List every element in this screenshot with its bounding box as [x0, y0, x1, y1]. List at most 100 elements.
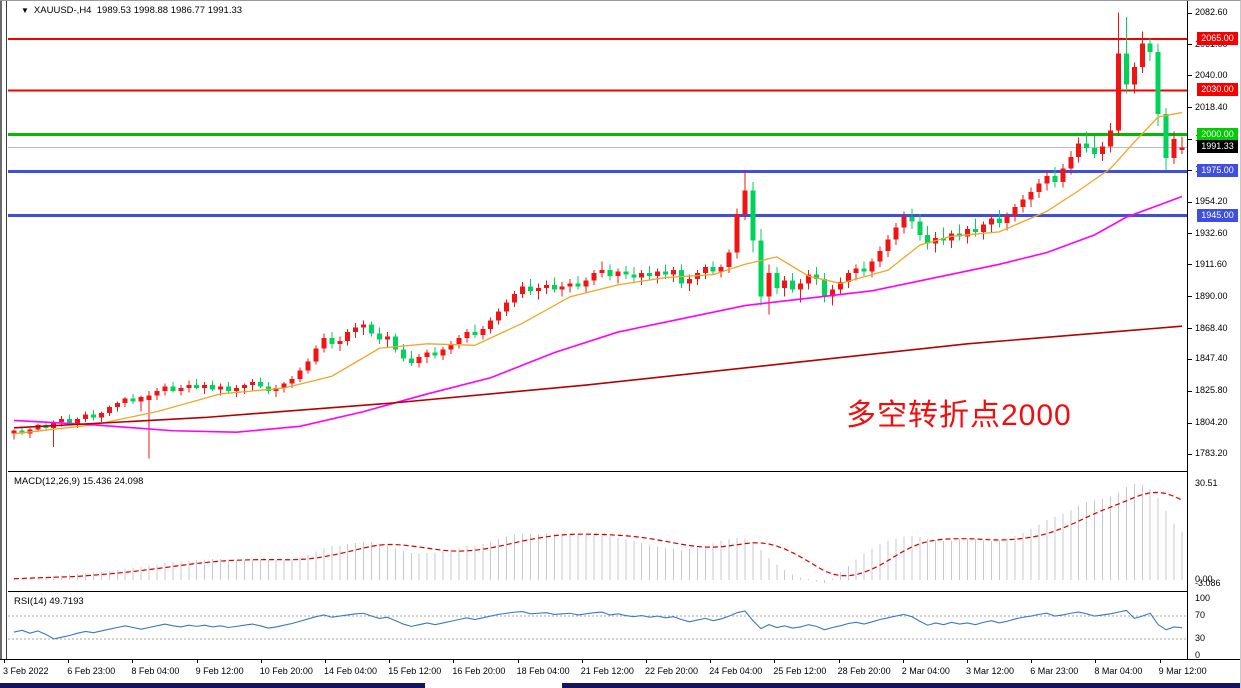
- price-tick: [1188, 75, 1192, 76]
- time-tick: [325, 660, 326, 663]
- open-value: 1989.53: [96, 5, 132, 16]
- price-tick-label: 1847.40: [1195, 353, 1228, 363]
- price-tick: [1188, 328, 1192, 329]
- symbol-label: XAUUSD-,H4: [33, 5, 92, 16]
- time-tick: [1159, 660, 1161, 663]
- low-value: 1986.77: [170, 5, 206, 16]
- window-left-border: [0, 1, 2, 682]
- time-tick: [132, 660, 134, 663]
- rsi-indicator-panel[interactable]: RSI(14) 49.7193: [8, 591, 1187, 659]
- time-tick: [4, 660, 5, 663]
- time-tick: [902, 660, 904, 663]
- price-tick: [1188, 264, 1192, 265]
- macd-indicator-panel[interactable]: MACD(12,26,9) 15.436 24.098: [8, 471, 1187, 591]
- time-label: 15 Feb 12:00: [388, 666, 442, 676]
- time-label: 8 Mar 04:00: [1094, 666, 1143, 676]
- rsi-scale-label: 30: [1195, 632, 1206, 643]
- price-tick-label: 2082.60: [1195, 7, 1228, 17]
- time-label: 22 Feb 20:00: [645, 666, 699, 676]
- price-tick: [1188, 170, 1192, 171]
- price-badge: 2030.00: [1197, 83, 1238, 96]
- time-label: 9 Feb 12:00: [195, 666, 244, 676]
- rsi-scale-label: 0: [1195, 650, 1201, 660]
- high-value: 1998.88: [133, 5, 169, 16]
- price-tick: [1188, 454, 1192, 455]
- scrollbar-segment[interactable]: [425, 683, 562, 688]
- price-tick: [1188, 423, 1192, 424]
- time-label: 24 Feb 04:00: [709, 666, 763, 676]
- time-label: 9 Mar 12:00: [1158, 666, 1207, 676]
- time-label: 6 Mar 23:00: [1030, 666, 1079, 676]
- time-tick: [581, 660, 583, 663]
- close-value: 1991.33: [207, 5, 243, 16]
- time-tick: [774, 660, 776, 663]
- price-scale-divider: [1187, 1, 1188, 659]
- price-badge: 2000.00: [1197, 128, 1238, 141]
- time-tick: [967, 660, 968, 663]
- symbol-info-line: ▼ XAUUSD-,H4 1989.53 1998.88 1986.77 1991…: [21, 5, 242, 16]
- price-tick-label: 1932.60: [1195, 228, 1228, 238]
- rsi-scale-label: 70: [1195, 610, 1206, 621]
- time-tick: [1095, 660, 1097, 663]
- chevron-down-icon[interactable]: ▼: [21, 6, 29, 15]
- price-badge: 1991.33: [1197, 140, 1238, 153]
- time-label: 3 Mar 12:00: [966, 666, 1015, 676]
- price-tick-label: 1911.60: [1195, 259, 1227, 269]
- horizontal-scrollbar[interactable]: [0, 682, 1240, 688]
- price-chart-panel[interactable]: ▼ XAUUSD-,H4 1989.53 1998.88 1986.77 1991…: [8, 1, 1187, 471]
- price-tick-label: 1783.20: [1195, 448, 1228, 458]
- price-badge: 1975.00: [1197, 164, 1238, 177]
- price-badge: 2065.00: [1197, 32, 1238, 45]
- time-label: 2 Mar 04:00: [901, 666, 950, 676]
- macd-plot: [13, 484, 1183, 584]
- time-tick: [710, 660, 712, 663]
- time-label: 3 Feb 2022: [3, 666, 49, 676]
- price-tick: [1188, 202, 1192, 203]
- price-tick: [1188, 107, 1192, 108]
- scrollbar-segment[interactable]: [0, 683, 425, 688]
- macd-label: MACD(12,26,9) 15.436 24.098: [14, 476, 144, 487]
- time-label: 25 Feb 12:00: [773, 666, 827, 676]
- price-badge: 1945.00: [1197, 209, 1238, 222]
- price-tick-label: 1890.00: [1195, 291, 1228, 301]
- time-tick: [646, 660, 647, 663]
- rsi-plot: [8, 609, 1187, 640]
- macd-scale-label: -3.086: [1195, 578, 1221, 588]
- price-tick-label: 1954.20: [1195, 196, 1228, 206]
- candlestick-chart[interactable]: [8, 1, 1187, 471]
- price-tick-label: 2040.00: [1195, 70, 1228, 80]
- price-tick: [1188, 296, 1192, 297]
- price-tick-label: 1825.80: [1195, 385, 1228, 395]
- price-tick-label: 1868.40: [1195, 323, 1228, 333]
- price-tick: [1188, 391, 1192, 392]
- price-tick-label: 2018.40: [1195, 102, 1228, 112]
- scrollbar-segment[interactable]: [562, 683, 1240, 688]
- time-label: 18 Feb 04:00: [516, 666, 570, 676]
- price-tick: [1188, 13, 1192, 14]
- rsi-value: 49.7193: [49, 596, 84, 607]
- rsi-scale-label: 100: [1195, 593, 1211, 603]
- time-tick: [389, 660, 391, 663]
- time-label: 21 Feb 12:00: [580, 666, 634, 676]
- time-tick: [68, 660, 70, 663]
- time-label: 28 Feb 20:00: [837, 666, 891, 676]
- price-tick: [1188, 359, 1192, 360]
- time-tick: [260, 660, 262, 663]
- time-tick: [1031, 660, 1033, 663]
- time-tick: [453, 660, 455, 663]
- time-scale[interactable]: 3 Feb 2022 6 Feb 23:00 8 Feb 04:00 9 Feb 12…: [0, 659, 1240, 682]
- price-tick: [1188, 233, 1192, 234]
- price-tick: [1188, 139, 1192, 140]
- rsi-label: RSI(14) 49.7193: [14, 596, 84, 607]
- time-label: 8 Feb 04:00: [131, 666, 180, 676]
- time-tick: [196, 660, 198, 663]
- time-tick: [517, 660, 519, 663]
- window-left-border-inner: [6, 1, 7, 682]
- chart-annotation-text: 多空转折点2000: [846, 399, 1072, 432]
- price-scale[interactable]: 2082.602061.002040.002018.401996.801975.…: [1188, 1, 1240, 660]
- price-tick-label: 1804.20: [1195, 417, 1228, 427]
- time-label: 16 Feb 20:00: [452, 666, 506, 676]
- time-tick: [838, 660, 840, 663]
- macd-scale-label: 30.51: [1195, 478, 1218, 488]
